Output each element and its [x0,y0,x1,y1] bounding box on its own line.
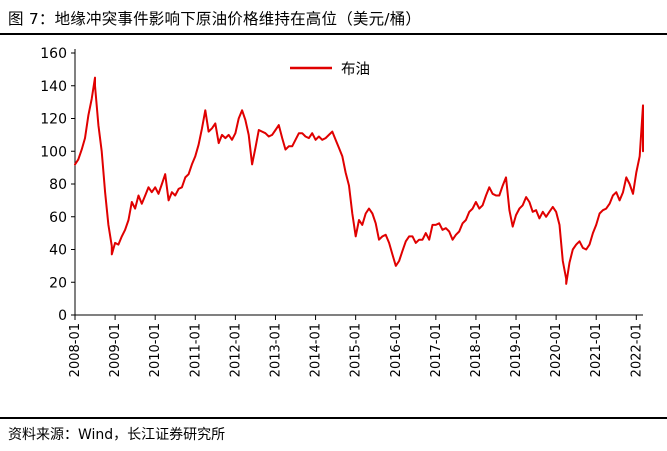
series-layer [74,76,644,285]
x-tick-label: 2019-01 [509,323,524,377]
x-tick-label: 2010-01 [148,323,163,377]
bottom-rule [0,417,667,419]
x-tick-label: 2017-01 [429,323,444,377]
y-axis: 0 20 40 60 80 100 120 140 160 [40,46,76,324]
x-tick-label: 2018-01 [469,323,484,377]
x-tick-label: 2012-01 [228,323,243,377]
legend: 布油 [290,61,370,78]
x-tick-label: 2022-01 [629,323,644,377]
y-tick-label: 120 [40,112,67,128]
y-tick-label: 80 [49,177,67,193]
series-line-brent [74,76,644,285]
x-axis: 2008-01 2009-01 2010-01 2011-01 2012-01 2013-… [68,314,644,377]
x-tick-label: 2011-01 [188,323,203,377]
top-rule [0,33,667,35]
x-tick-label: 2015-01 [349,323,364,377]
y-tick-label: 60 [49,210,67,226]
x-tick-label: 2013-01 [268,323,283,377]
legend-label: 布油 [341,61,370,78]
x-tick-label: 2014-01 [309,323,324,377]
figure-title: 图 7：地缘冲突事件影响下原油价格维持在高位（美元/桶） [8,10,422,28]
x-tick-label: 2016-01 [389,323,404,377]
y-tick-label: 100 [40,144,67,160]
y-tick-label: 160 [40,46,67,62]
y-tick-label: 20 [49,275,67,291]
x-tick-label: 2021-01 [589,323,604,377]
y-tick-label: 40 [49,243,67,259]
x-tick-label: 2020-01 [549,323,564,377]
x-tick-label: 2009-01 [108,323,123,377]
y-tick-label: 0 [58,308,67,324]
x-tick-label: 2008-01 [68,323,83,377]
source-note: 资料来源：Wind，长江证券研究所 [8,427,226,443]
y-tick-label: 140 [40,79,67,95]
